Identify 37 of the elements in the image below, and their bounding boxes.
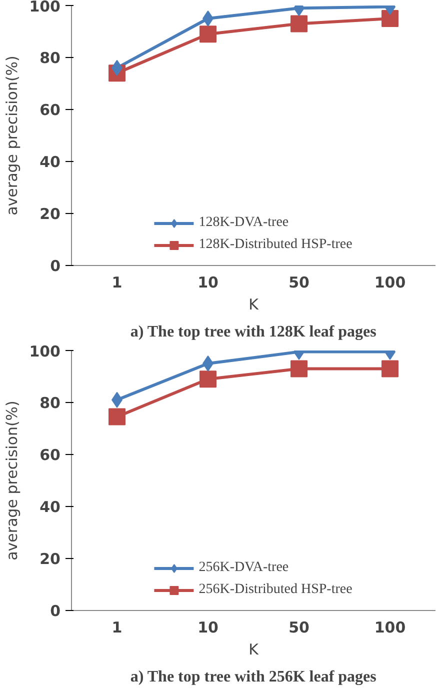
x-tick-label: 50 — [288, 618, 310, 636]
y-tick-label: 80 — [40, 394, 60, 412]
y-tick-label: 20 — [40, 550, 60, 568]
legend-label: 256K-Distributed HSP-tree — [198, 582, 352, 598]
x-tick-label: 1 — [112, 274, 122, 292]
text: a) The top tree with 256K leaf pages — [130, 668, 376, 686]
point — [290, 360, 308, 378]
legend-label: 256K-DVA-tree — [198, 560, 289, 576]
y-tick-label: 20 — [40, 205, 60, 223]
x-tick-label: 10 — [198, 618, 218, 636]
x-axis-title: K — [248, 296, 260, 314]
point — [200, 26, 216, 43]
x-tick-label: 10 — [198, 274, 218, 292]
x-tick-label: 100 — [374, 274, 406, 292]
point — [290, 15, 308, 32]
y-tick-label: 60 — [40, 446, 60, 464]
point — [382, 360, 398, 378]
x-tick-label: 1 — [112, 618, 122, 636]
y-tick-label: 0 — [50, 602, 60, 620]
legend-label: 128K-DVA-tree — [198, 215, 289, 231]
legend-label: 128K-Distributed HSP-tree — [198, 237, 352, 253]
x-tick-label: 50 — [288, 274, 310, 292]
y-tick-label: 40 — [40, 153, 60, 171]
y-tick-label: 80 — [40, 49, 60, 67]
y-tick-label: 60 — [40, 101, 60, 119]
point — [200, 370, 216, 388]
x-axis-title: K — [248, 640, 260, 658]
y-tick-label: 0 — [50, 257, 60, 275]
y-axis-title: average precision(%) — [3, 400, 22, 560]
x-tick-label: 100 — [374, 618, 406, 636]
y-tick-label: 40 — [40, 498, 60, 516]
y-axis-title: average precision(%) — [3, 56, 22, 216]
y-tick-label: 100 — [29, 342, 60, 360]
point — [382, 10, 398, 27]
text: a) The top tree with 128K leaf pages — [130, 324, 376, 340]
point — [108, 408, 126, 426]
y-tick-label: 100 — [29, 0, 60, 16]
